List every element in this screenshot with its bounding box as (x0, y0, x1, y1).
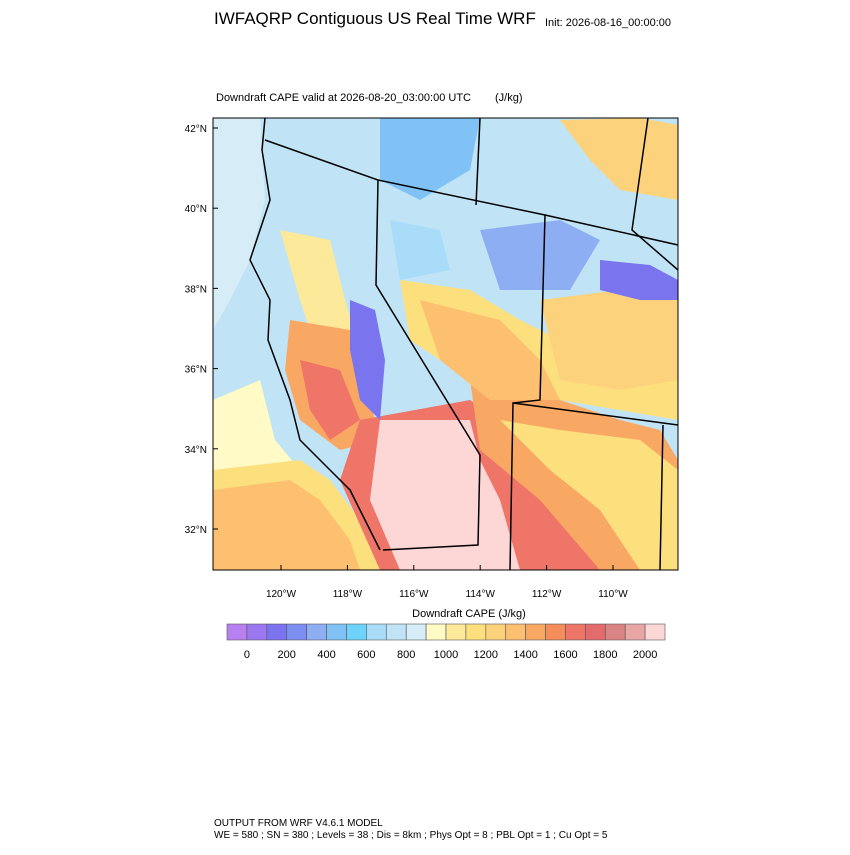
colorbar-title: Downdraft CAPE (J/kg) (412, 608, 526, 620)
lon-tick-label: 118°W (333, 589, 363, 600)
colorbar-tick-label: 800 (397, 649, 415, 661)
lon-tick-label: 110°W (598, 589, 628, 600)
lat-tick-label: 34°N (185, 445, 207, 456)
colorbar-swatch (624, 623, 646, 641)
colorbar-swatch (525, 623, 546, 641)
lon-tick-label: 120°W (266, 589, 297, 600)
boundaries (249, 117, 679, 571)
colorbar-swatch (465, 623, 487, 641)
colorbar-swatch (326, 623, 347, 641)
subtitle: Downdraft CAPE valid at 2026-08-20_03:00… (216, 92, 471, 104)
colorbar-tick-label: 1000 (434, 649, 458, 661)
colorbar-tick-label: 1800 (593, 649, 617, 661)
lat-tick-label: 38°N (185, 284, 207, 295)
colorbar-swatch (266, 623, 288, 641)
colorbar-tick-label: 200 (278, 649, 296, 661)
colorbar-swatch (565, 623, 586, 641)
footer-line: OUTPUT FROM WRF V4.6.1 MODEL (214, 818, 383, 829)
footer-line: WE = 580 ; SN = 380 ; Levels = 38 ; Dis … (214, 830, 608, 841)
colorbar-swatch (405, 623, 427, 641)
colorbar-swatch (346, 623, 367, 641)
colorbar-swatch (445, 623, 467, 641)
init-time: Init: 2026-08-16_00:00:00 (545, 17, 671, 29)
colorbar-tick-label: 600 (357, 649, 375, 661)
lat-tick-label: 42°N (185, 124, 207, 135)
map-frame (212, 117, 679, 571)
colorbar-swatch (385, 623, 407, 641)
colorbar-swatch (306, 623, 327, 641)
colorbar-swatch (505, 623, 526, 641)
colorbar-swatch (604, 623, 626, 641)
colorbar-tick-label: 1200 (474, 649, 498, 661)
colorbar-swatch (425, 623, 447, 641)
colorbar-tick-label: 2000 (633, 649, 657, 661)
lat-tick-label: 40°N (185, 204, 207, 215)
title: IWFAQRP Contiguous US Real Time WRF (214, 9, 536, 28)
colorbar-tick-label: 1400 (513, 649, 537, 661)
colorbar-swatch (226, 623, 248, 641)
colorbar-swatch (366, 623, 387, 641)
colorbar-tick-label: 0 (244, 649, 250, 661)
colorbar-swatch (246, 623, 268, 641)
colorbar-tick-label: 400 (317, 649, 335, 661)
colorbar-swatch (545, 623, 566, 641)
colorbar-swatch (585, 623, 606, 641)
colorbar-swatch (644, 623, 666, 641)
colorbar-swatch (286, 623, 307, 641)
lon-tick-label: 116°W (399, 589, 429, 600)
colorbar-swatch (485, 623, 507, 641)
units: (J/kg) (495, 92, 523, 104)
colorbar-tick-label: 1600 (553, 649, 577, 661)
lat-tick-label: 32°N (185, 525, 207, 536)
lon-tick-label: 114°W (466, 589, 496, 600)
lon-tick-label: 112°W (532, 589, 562, 600)
map-field (213, 118, 678, 570)
lat-tick-label: 36°N (185, 365, 207, 376)
